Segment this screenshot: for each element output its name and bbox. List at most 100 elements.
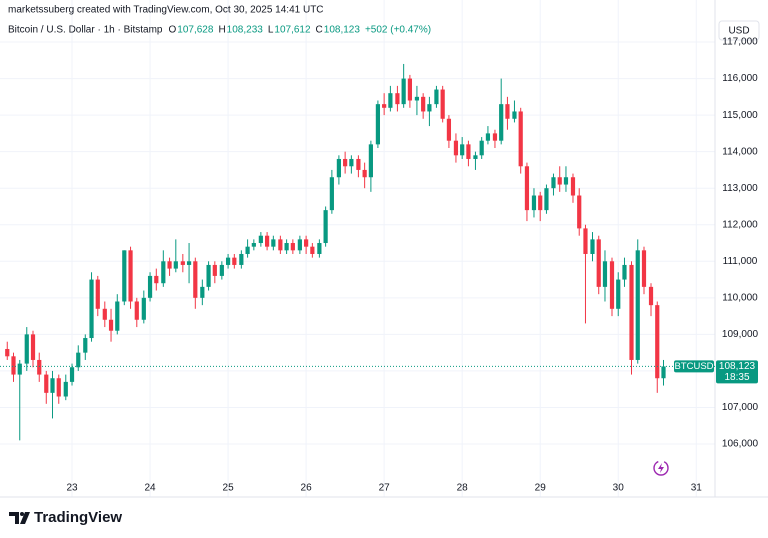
logo: TradingView: [9, 509, 122, 526]
candle-body: [570, 177, 576, 196]
logo-mark: [20, 512, 30, 524]
candle-body: [329, 177, 334, 211]
candle-body: [11, 356, 16, 375]
candle-body: [141, 297, 146, 320]
candle-body: [343, 158, 348, 167]
candle-body: [512, 111, 517, 119]
x-tick-label: 28: [457, 483, 469, 494]
candle-body: [115, 301, 120, 331]
currency-box[interactable]: [718, 20, 760, 41]
candle-body: [200, 286, 205, 298]
candle-body: [466, 144, 471, 159]
candle-body: [102, 308, 107, 320]
candle-body: [499, 104, 504, 141]
credit: marketssuberg created with TradingView.c…: [8, 5, 324, 16]
candle-body: [531, 195, 537, 211]
candle-body: [414, 96, 420, 101]
candle-body: [596, 239, 601, 287]
candle-body: [212, 264, 217, 276]
candle-body: [460, 144, 465, 156]
candle-body: [544, 188, 549, 211]
candle-body: [446, 118, 452, 141]
candle-body: [602, 261, 608, 287]
candle-body: [265, 235, 270, 247]
candle-body: [76, 352, 81, 368]
x-tick-label: 31: [691, 483, 703, 494]
replay-icon[interactable]: [653, 460, 669, 476]
candle-body: [44, 374, 49, 393]
candle-body: [24, 334, 29, 364]
x-tick-label: 24: [144, 483, 156, 494]
candle-body: [317, 243, 322, 254]
candle-body: [375, 104, 381, 145]
candle-body: [629, 264, 634, 360]
candle-body: [661, 366, 666, 379]
candle-body: [297, 239, 302, 251]
candle-body: [434, 89, 439, 105]
candle-body: [551, 177, 556, 189]
y-tick-label: 107,000: [722, 402, 759, 413]
candle-body: [524, 166, 530, 211]
last-price-box: [716, 360, 758, 384]
candle-body: [362, 169, 367, 178]
x-tick-label: 30: [613, 483, 625, 494]
candle-body: [505, 104, 510, 119]
y-tick-label: 117,000: [722, 37, 758, 48]
ohlc-value: 108,123: [324, 25, 361, 36]
candle-body: [310, 246, 315, 254]
candle-body: [5, 348, 10, 357]
candle-body: [485, 133, 491, 141]
logo-text: TradingView: [34, 509, 122, 526]
y-tick-label: 113,000: [722, 183, 758, 194]
candle-body: [648, 286, 654, 306]
candle-body: [122, 250, 127, 302]
y-tick-label: 116,000: [722, 73, 758, 84]
currency[interactable]: USD: [728, 26, 749, 37]
chart-title: Bitcoin / U.S. Dollar · 1h · Bitstamp: [8, 25, 163, 36]
candle-body: [128, 250, 133, 302]
candle-body: [108, 319, 114, 331]
candle-body: [557, 177, 562, 185]
candle-body: [421, 96, 426, 112]
candle-body: [388, 93, 393, 108]
candle-body: [473, 155, 478, 159]
candle-body: [225, 257, 231, 265]
candle-body: [37, 359, 42, 375]
candle-body: [193, 261, 198, 298]
candle-body: [56, 378, 61, 397]
y-tick-label: 112,000: [722, 219, 758, 230]
candle-body: [590, 239, 595, 254]
change: +502 (+0.47%): [365, 25, 431, 36]
logo-mark: [9, 512, 19, 524]
candle-body: [427, 104, 432, 112]
x-tick-label: 23: [66, 483, 78, 494]
candle-body: [271, 239, 276, 247]
candle-body: [304, 239, 309, 247]
candle-body: [50, 378, 55, 393]
x-tick-label: 26: [301, 483, 313, 494]
candle-body: [63, 381, 68, 397]
candle-body: [206, 264, 211, 287]
candle-body: [69, 367, 75, 382]
candle-body: [616, 279, 621, 309]
candle-body: [161, 261, 166, 284]
candle-body: [368, 144, 373, 178]
candle-body: [17, 363, 22, 375]
candle-body: [609, 261, 615, 309]
candle-body: [492, 133, 498, 141]
candle-body: [407, 78, 412, 101]
candle-body: [167, 261, 172, 269]
y-tick-label: 114,000: [722, 146, 758, 157]
candle-body: [278, 239, 283, 251]
candle-body: [147, 275, 153, 298]
candle-body: [251, 243, 256, 247]
y-tick-label: 115,000: [722, 110, 758, 121]
candle-body: [641, 250, 647, 287]
icon-ring: [653, 460, 669, 476]
candle-body: [83, 338, 88, 353]
candle-body: [186, 261, 192, 265]
candle-body: [538, 195, 543, 211]
candle-body: [323, 210, 328, 244]
